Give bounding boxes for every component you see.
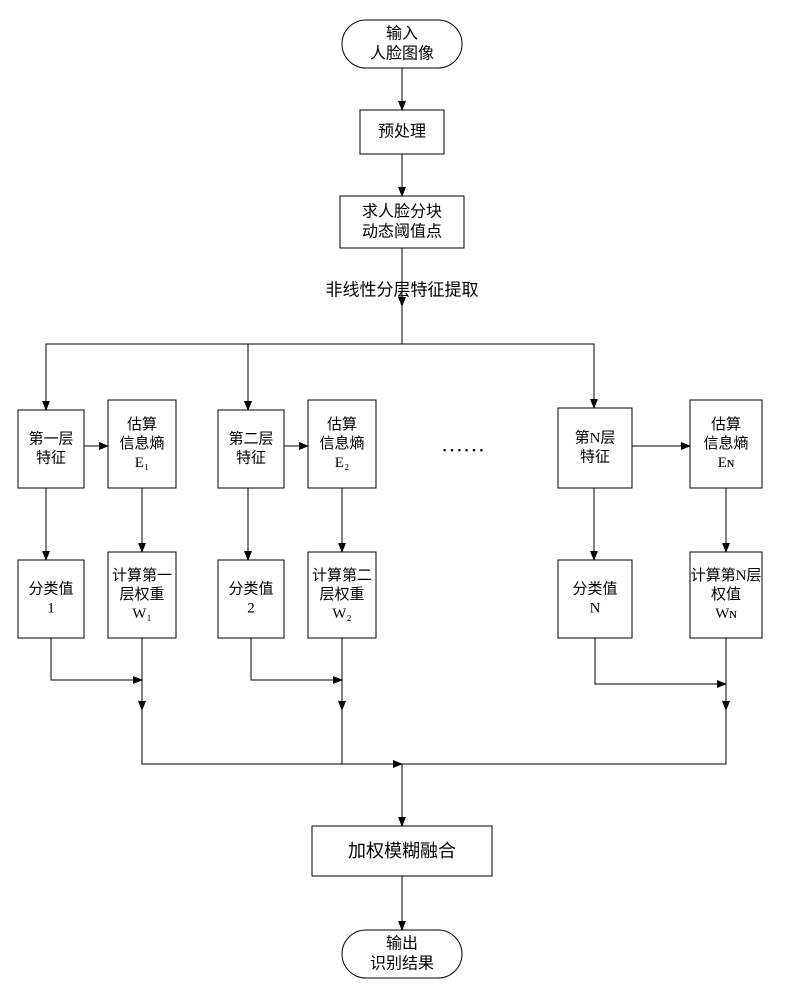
svg-text:动态阈值点: 动态阈值点 bbox=[362, 223, 442, 241]
svg-text:分类值: 分类值 bbox=[28, 581, 73, 598]
svg-text:1: 1 bbox=[47, 601, 55, 617]
connector bbox=[248, 306, 402, 410]
svg-text:计算第二: 计算第二 bbox=[312, 566, 372, 584]
svg-text:层权重: 层权重 bbox=[319, 586, 364, 603]
connector bbox=[51, 638, 142, 680]
svg-text:估算: 估算 bbox=[127, 415, 157, 433]
connector bbox=[595, 638, 726, 684]
f1-box bbox=[18, 410, 84, 488]
svg-text:E₁: E₁ bbox=[135, 455, 149, 471]
svg-text:W₁: W₁ bbox=[132, 606, 151, 622]
label: …… bbox=[441, 432, 485, 457]
svg-text:加权模糊融合: 加权模糊融合 bbox=[348, 841, 456, 861]
svg-text:信息熵: 信息熵 bbox=[319, 435, 364, 452]
c2-box bbox=[218, 560, 284, 638]
svg-text:分类值: 分类值 bbox=[228, 581, 273, 598]
svg-text:第一层: 第一层 bbox=[28, 430, 73, 448]
svg-text:人脸图像: 人脸图像 bbox=[370, 45, 434, 63]
svg-text:权值: 权值 bbox=[711, 586, 741, 603]
fn-box bbox=[558, 408, 632, 488]
svg-text:计算第N层: 计算第N层 bbox=[691, 566, 762, 584]
svg-text:估算: 估算 bbox=[711, 415, 741, 433]
svg-text:输出: 输出 bbox=[386, 935, 418, 953]
svg-text:输入: 输入 bbox=[386, 25, 418, 43]
svg-text:第N层: 第N层 bbox=[575, 429, 616, 447]
svg-text:Wɴ: Wɴ bbox=[715, 606, 737, 622]
connector bbox=[46, 306, 402, 410]
svg-text:求人脸分块: 求人脸分块 bbox=[362, 203, 442, 221]
svg-text:信息熵: 信息熵 bbox=[703, 435, 748, 452]
svg-text:计算第一: 计算第一 bbox=[112, 566, 172, 584]
svg-text:分类值: 分类值 bbox=[572, 581, 617, 598]
flowchart-diagram: 输入人脸图像输出识别结果 预处理求人脸分块动态阈值点第一层特征 估算信息熵 E₁ 第二层… bbox=[0, 0, 803, 1000]
svg-text:识别结果: 识别结果 bbox=[370, 955, 434, 973]
svg-text:W₂: W₂ bbox=[332, 606, 351, 622]
connector bbox=[402, 306, 594, 408]
svg-text:特征: 特征 bbox=[236, 450, 266, 467]
svg-text:Eɴ: Eɴ bbox=[718, 455, 735, 471]
svg-text:N: N bbox=[590, 601, 601, 617]
svg-text:预处理: 预处理 bbox=[378, 123, 426, 141]
svg-text:特征: 特征 bbox=[580, 449, 610, 466]
svg-text:第二层: 第二层 bbox=[228, 430, 273, 448]
svg-text:特征: 特征 bbox=[36, 450, 66, 467]
svg-text:层权重: 层权重 bbox=[119, 586, 164, 603]
f2-box bbox=[218, 410, 284, 488]
svg-text:E₂: E₂ bbox=[335, 455, 349, 471]
svg-text:信息熵: 信息熵 bbox=[119, 435, 164, 452]
connector bbox=[142, 710, 402, 764]
cn-box bbox=[558, 560, 632, 638]
svg-text:估算: 估算 bbox=[327, 415, 357, 433]
connector bbox=[402, 710, 726, 764]
svg-text:2: 2 bbox=[247, 601, 255, 617]
c1-box bbox=[18, 560, 84, 638]
connector bbox=[251, 638, 342, 680]
